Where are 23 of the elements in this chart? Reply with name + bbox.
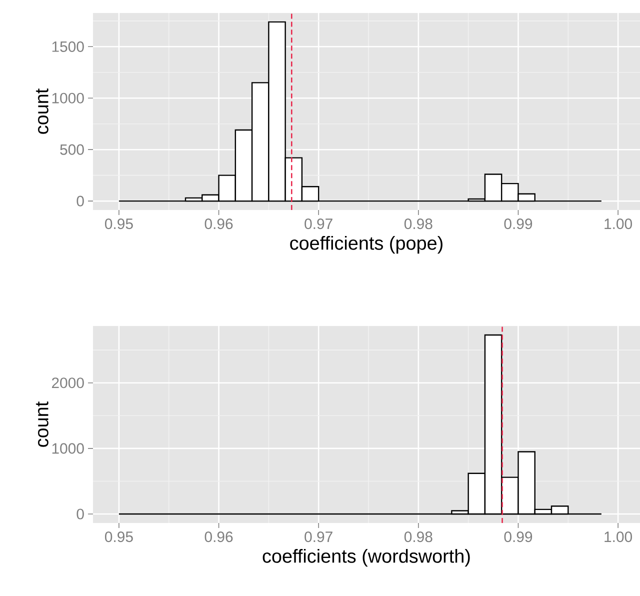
x-tick-label: 0.97 <box>304 218 332 230</box>
x-tick-label: 0.98 <box>404 532 432 542</box>
y-tick-label: 1000 <box>52 92 84 104</box>
x-tick-label: 0.95 <box>104 218 133 230</box>
x-tick-label: 0.98 <box>404 218 432 230</box>
y-tick-label: 1000 <box>52 443 84 454</box>
y-axis-title: count <box>36 401 48 447</box>
y-tick-label: 0 <box>76 196 84 206</box>
x-tick-label: 0.99 <box>504 218 532 230</box>
y-tick-label: 500 <box>60 144 84 155</box>
y-tick-label: 0 <box>76 508 84 520</box>
x-axis-title: coefficients (pope) <box>290 236 442 254</box>
x-tick-label: 1.00 <box>604 532 632 542</box>
x-tick-label: 0.96 <box>204 218 233 230</box>
x-tick-label: 1.00 <box>604 218 632 230</box>
x-tick-label: 0.97 <box>304 532 332 542</box>
x-tick-label: 0.99 <box>504 532 532 542</box>
x-tick-label: 0.96 <box>204 532 233 542</box>
y-tick-label: 2000 <box>52 378 84 388</box>
y-axis-title: count <box>36 88 48 134</box>
x-axis-title: coefficients (wordsworth) <box>262 548 470 567</box>
y-tick-label: 1500 <box>52 41 84 52</box>
x-tick-label: 0.95 <box>104 532 133 542</box>
